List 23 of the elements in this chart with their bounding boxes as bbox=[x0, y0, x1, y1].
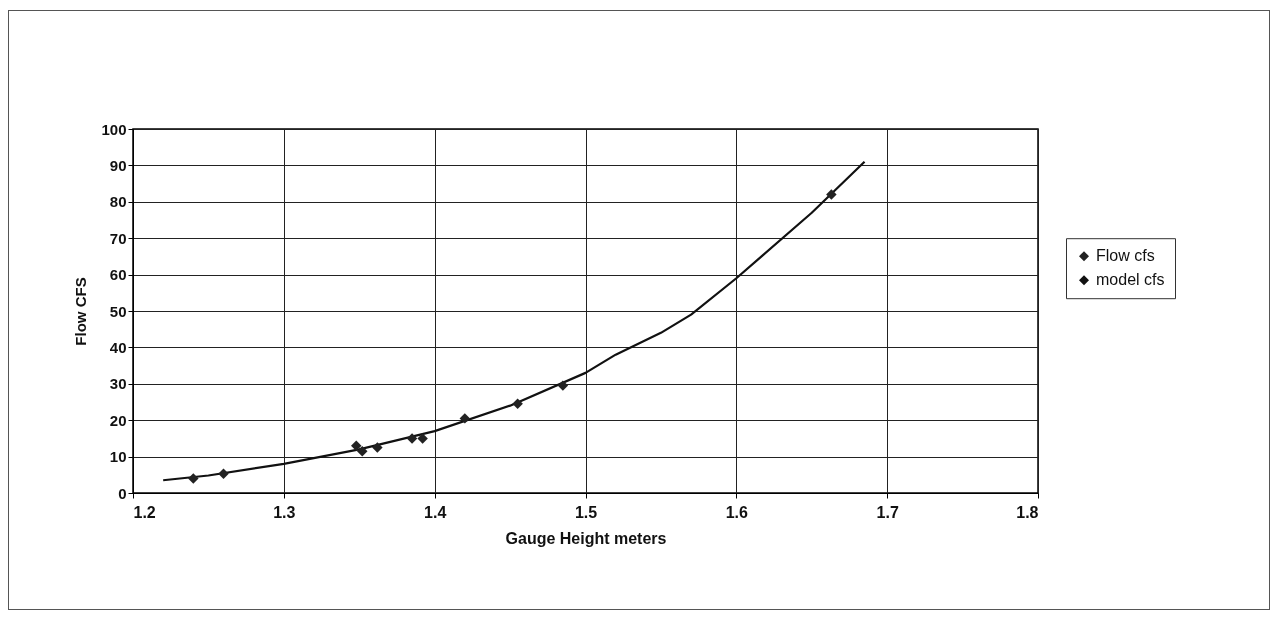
x-tick-label: 1.5 bbox=[574, 503, 598, 521]
y-tick-label: 70 bbox=[109, 229, 127, 247]
x-tick-label: 1.8 bbox=[1016, 503, 1039, 521]
y-tick-label: 60 bbox=[109, 266, 127, 284]
line-series bbox=[162, 160, 866, 482]
y-tick-label: 40 bbox=[109, 338, 127, 356]
x-tick-label: 1.7 bbox=[876, 503, 899, 521]
y-tick-label: 80 bbox=[109, 193, 127, 211]
y-tick-label: 0 bbox=[118, 484, 127, 502]
legend-label: model cfs bbox=[1096, 271, 1165, 289]
y-tick-label: 30 bbox=[109, 375, 127, 393]
x-tick-label: 1.3 bbox=[273, 503, 296, 521]
y-tick-label: 10 bbox=[109, 448, 127, 466]
x-tick-label: 1.2 bbox=[133, 503, 156, 521]
y-tick-label: 20 bbox=[109, 411, 127, 429]
x-tick-label: 1.6 bbox=[725, 503, 749, 521]
legend-label: Flow cfs bbox=[1096, 247, 1155, 265]
y-tick-label: 100 bbox=[101, 120, 127, 138]
y-axis-title: Flow CFS bbox=[72, 277, 90, 346]
y-tick-label: 50 bbox=[109, 302, 127, 320]
y-tick-label: 90 bbox=[109, 156, 127, 174]
x-axis-title: Gauge Height meters bbox=[505, 529, 667, 547]
x-tick-label: 1.4 bbox=[424, 503, 447, 521]
